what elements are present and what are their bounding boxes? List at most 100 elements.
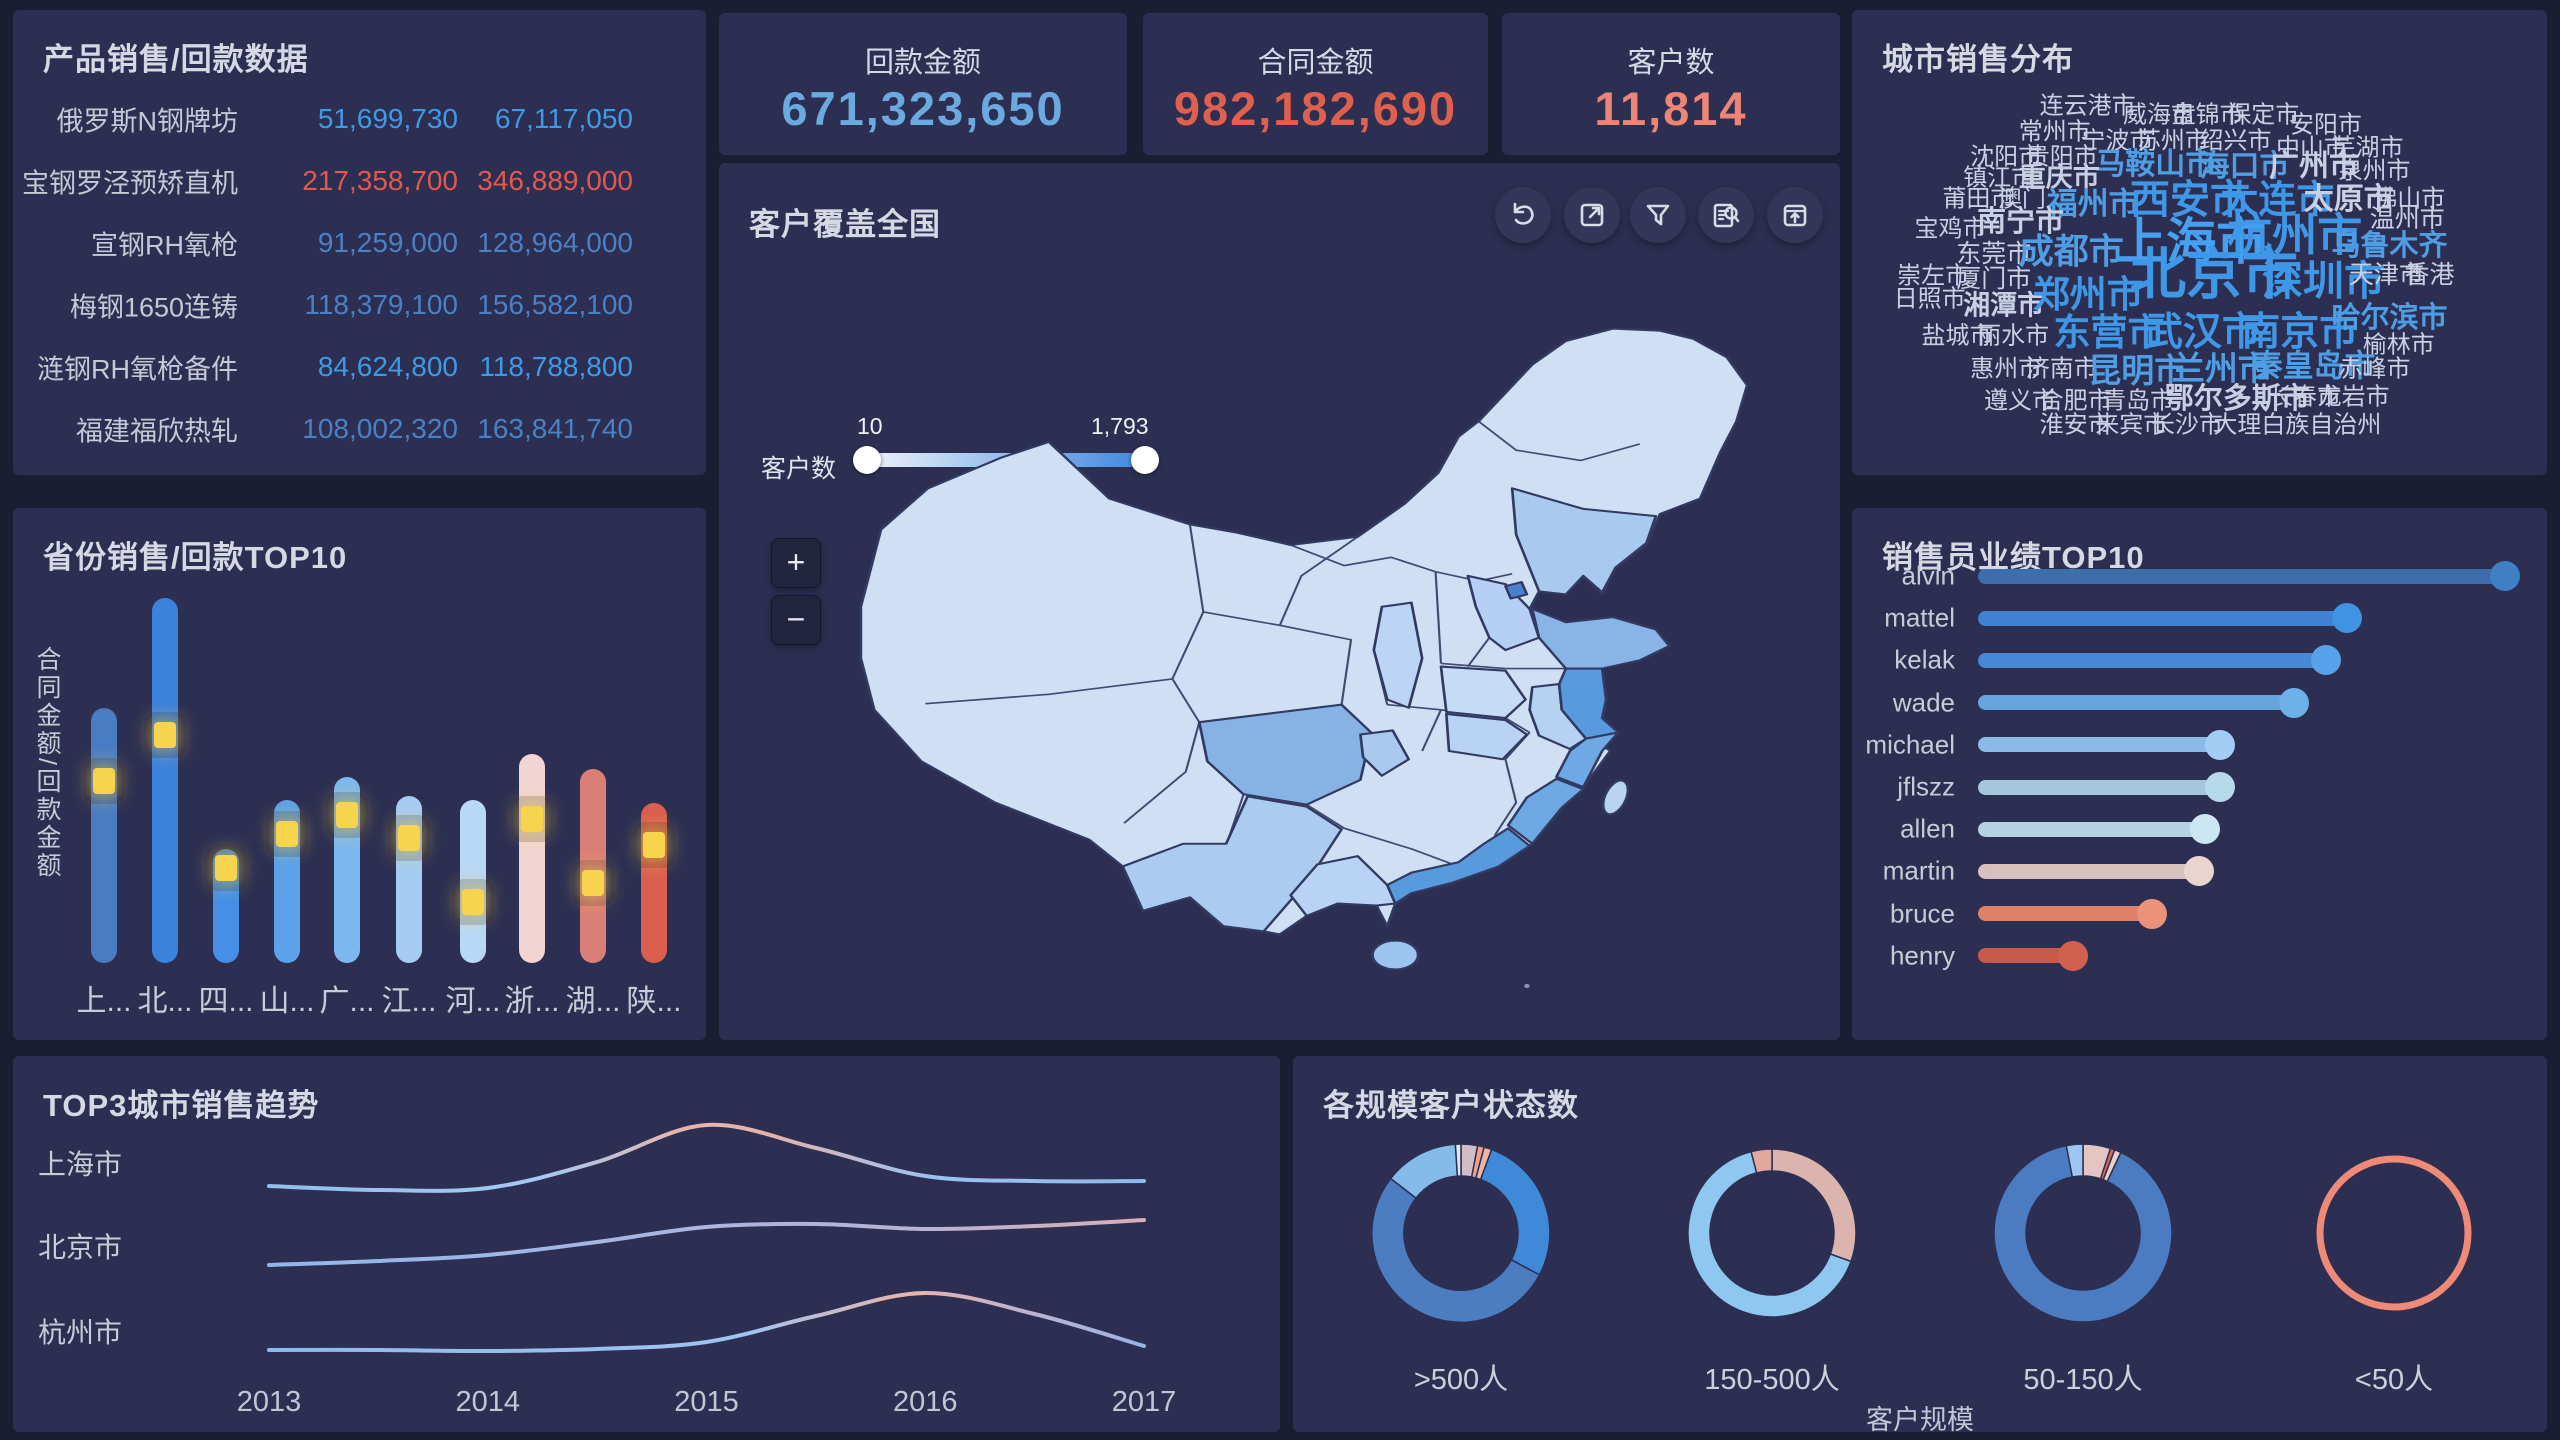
donut-segment — [1687, 1150, 1852, 1318]
province-bar — [641, 803, 667, 963]
sales-value: 84,624,800 — [317, 351, 458, 382]
payment-marker — [582, 870, 604, 897]
slider-handle-left[interactable] — [853, 446, 881, 474]
donut-ring — [2316, 1155, 2472, 1311]
trend-line — [267, 1290, 1146, 1354]
x-axis-label: 山... — [259, 985, 315, 1018]
wordcloud-word: 镇江市 — [1963, 164, 2036, 192]
province-bar — [460, 799, 486, 963]
trend-chart-canvas: 上海市 北京市 杭州市 2013 2014 2015 2016 2017 — [13, 1056, 1280, 1432]
open-new-window-icon[interactable] — [1564, 187, 1620, 243]
payment-value: 163,841,740 — [477, 413, 633, 444]
province-guangdong — [1385, 827, 1531, 905]
table-row: 宣钢RH氧枪 91,259,000 128,964,000 — [13, 212, 706, 274]
payment-marker — [521, 805, 543, 832]
trend-line — [267, 1218, 1146, 1267]
wordcloud-word: 南宁市 — [1977, 206, 2065, 239]
sales-value: 118,379,100 — [304, 289, 458, 320]
wordcloud-word: 成都市 — [2018, 232, 2124, 272]
province-bar — [519, 754, 545, 963]
performance-bar — [1978, 610, 2347, 626]
payment-marker — [336, 801, 358, 828]
performance-bar — [1978, 568, 2505, 584]
filter-icon[interactable] — [1630, 187, 1686, 243]
wordcloud-word: 来宾市 — [2095, 411, 2168, 439]
wordcloud-word: 日照市 — [1893, 285, 1966, 313]
province-shandong — [1530, 607, 1671, 670]
donut-segment — [2065, 1143, 2084, 1178]
payment-marker — [215, 855, 237, 881]
china-map[interactable] — [834, 308, 1774, 988]
performance-bar — [1978, 863, 2200, 879]
bar-endpoint — [2279, 687, 2310, 718]
map-zoom-out-button[interactable]: − — [771, 595, 821, 645]
wordcloud-word: 常州市 — [2018, 118, 2091, 146]
wordcloud-word: 丽水市 — [1977, 322, 2050, 350]
wordcloud-word: 合肥市 — [2039, 387, 2112, 415]
payment-marker — [93, 767, 115, 794]
slider-max-value: 1,793 — [1091, 413, 1149, 439]
sales-value: 91,259,000 — [317, 227, 458, 258]
table-row: 俄罗斯N钢牌坊 51,699,730 67,117,050 — [13, 88, 706, 150]
province-hainan — [1371, 939, 1420, 971]
province-beijing — [1504, 581, 1529, 600]
wordcloud-word: 遵义市 — [1984, 387, 2057, 415]
wordcloud-word: 连云港市 — [2039, 92, 2136, 120]
wordcloud-word: 太原市 — [2303, 183, 2394, 216]
panel-title: 城市销售分布 — [1882, 42, 2074, 77]
wordcloud-word: 惠州市 — [1970, 355, 2043, 383]
slider-handle-right[interactable] — [1131, 446, 1159, 474]
panel-title: 省份销售/回款TOP10 — [43, 540, 348, 575]
panel-title: 客户覆盖全国 — [749, 207, 941, 242]
province-taiwan — [1601, 779, 1630, 816]
payment-value: 346,889,000 — [477, 165, 633, 196]
wordcloud-word: 东莞市 — [1956, 239, 2032, 268]
bar-endpoint — [2331, 603, 2362, 634]
province-shaanxi — [1372, 601, 1424, 709]
undo-icon[interactable] — [1495, 187, 1551, 243]
wordcloud-word: 马鞍山市 — [2095, 148, 2216, 182]
product-table-rows: 俄罗斯N钢牌坊 51,699,730 67,117,050 宝钢罗泾预矫直机 217,3… — [13, 88, 706, 460]
performance-bar — [1978, 948, 2073, 964]
kpi-value: 982,182,690 — [1173, 82, 1458, 135]
data-view-icon[interactable] — [1698, 187, 1754, 243]
x-axis-title: 客户规模 — [1866, 1405, 1974, 1435]
bar-endpoint — [2205, 729, 2236, 760]
kpi-label: 合同金额 — [1257, 47, 1374, 79]
wordcloud-word: 盘锦市 — [2171, 101, 2244, 129]
wordcloud-word: 昆明市 — [2088, 352, 2188, 390]
wordcloud-word: 香港 — [2404, 260, 2455, 289]
province-bar — [91, 708, 117, 963]
wordcloud-word: 广州市 — [2269, 150, 2359, 184]
province-fujian — [1506, 777, 1585, 845]
x-axis-label: 江... — [381, 985, 437, 1018]
year-label: 2013 — [236, 1386, 302, 1418]
province-hubei — [1445, 712, 1529, 761]
sales-value: 108,002,320 — [302, 413, 458, 444]
kpi-card-customers: 客户数 11,814 — [1502, 13, 1840, 155]
donut-chart-canvas: >500人 150-500人 50-150人 <50人 客户规模 — [1293, 1056, 2547, 1435]
x-axis-label: 河... — [445, 985, 501, 1018]
product-name: 俄罗斯N钢牌坊 — [56, 106, 239, 137]
wordcloud-word: 佛山市 — [2373, 185, 2446, 213]
salesperson-name: kelak — [1894, 644, 1955, 675]
wordcloud-word: 大连市 — [2220, 179, 2335, 222]
salesperson-name: jflszz — [1897, 771, 1955, 802]
donut-label: 150-500人 — [1704, 1364, 1840, 1396]
wordcloud-word: 郑州市 — [2032, 274, 2144, 316]
x-axis-label: 湖... — [565, 985, 621, 1018]
sales-value: 217,358,700 — [302, 165, 458, 196]
bar-endpoint — [2310, 645, 2341, 676]
table-row: 宝钢罗泾预矫直机 217,358,700 346,889,000 — [13, 150, 706, 212]
wordcloud-word: 绍兴市 — [2199, 127, 2272, 155]
donut-segment — [1454, 1143, 1462, 1177]
trend-line — [267, 1122, 1146, 1193]
performance-bar — [1978, 779, 2221, 795]
bar-endpoint — [2136, 898, 2167, 929]
wordcloud-word: 保定市 — [2227, 101, 2300, 129]
map-zoom-in-button[interactable]: + — [771, 538, 821, 588]
export-icon[interactable] — [1767, 187, 1823, 243]
wordcloud-word: 大理白族自治州 — [2213, 411, 2382, 439]
table-row: 福建福欣热轧 108,002,320 163,841,740 — [13, 398, 706, 460]
kpi-value: 671,323,650 — [781, 82, 1065, 135]
